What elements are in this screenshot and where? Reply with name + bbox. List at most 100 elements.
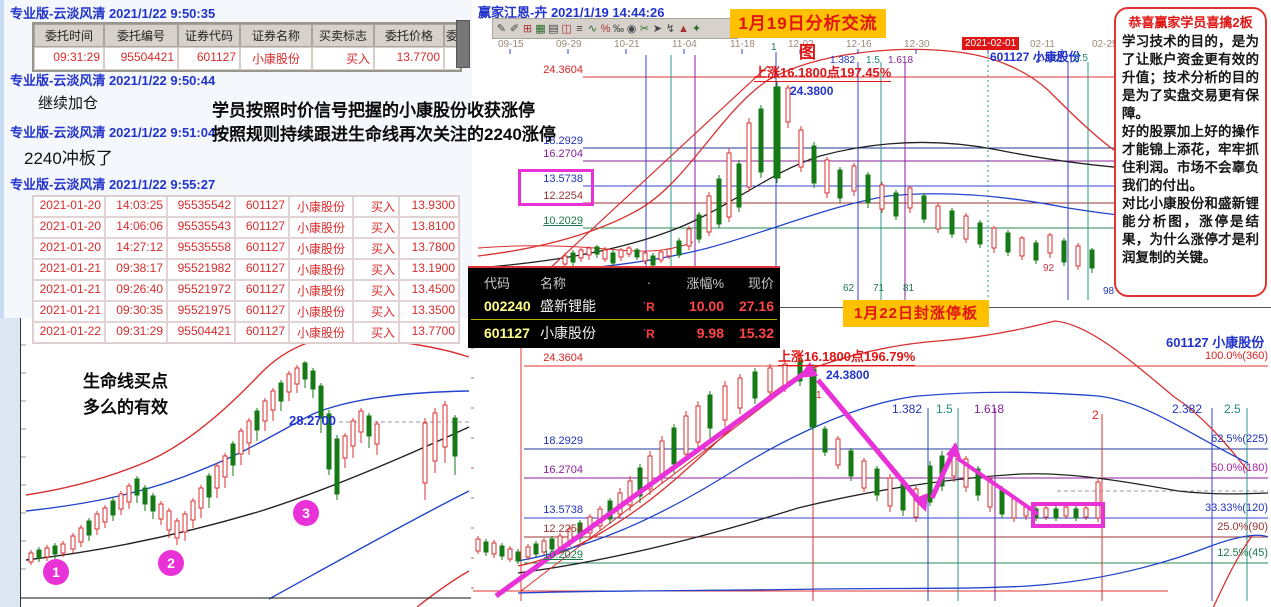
price-annotation: 28.2700 — [289, 413, 336, 428]
table-scrollbar[interactable] — [456, 20, 470, 68]
date-axis-label-highlight: 2021-02-01 — [962, 37, 1020, 50]
quote-row-002240[interactable]: 002240 盛新锂能 ·R 10.00 27.16 — [468, 294, 780, 318]
order-cell: 14:27:12 — [105, 238, 167, 259]
order-cell: 买入 — [312, 47, 374, 70]
stock-code: 601127 — [484, 325, 530, 341]
col-header: 证券代码 — [178, 24, 240, 47]
col-header: 涨幅% — [686, 275, 724, 291]
order-cell: 买入 — [353, 280, 399, 301]
bollinger-curves — [477, 48, 1197, 277]
note-paragraph: 学习技术的目的，是为了让账户资金更有效的升值；技术分析的目的是为了实盘交易更有保… — [1122, 34, 1259, 121]
price-axis-label: 13.5738 — [543, 504, 583, 516]
fib-label: 1.382 — [892, 402, 923, 416]
fib-label: 1.5 — [866, 55, 880, 66]
grid-icon[interactable]: ⊞ — [522, 23, 533, 35]
peak-price-annotation: 24.3800 — [790, 84, 834, 98]
triangle-tool-icon[interactable]: ▲ — [678, 22, 689, 35]
col-header: 代码 — [484, 275, 511, 291]
date-axis-label: 12-02 — [788, 39, 814, 50]
congrats-note-box: 恭喜赢家学员喜擒2板 学习技术的目的，是为了让账户资金更有效的升值；技术分析的目… — [1114, 7, 1267, 297]
stock-name: 盛新锂能 — [540, 298, 596, 314]
cut-tool-icon[interactable]: ✂ — [639, 23, 650, 35]
order-cell: 买入 — [353, 259, 399, 280]
draw-pencil-icon[interactable]: ✎ — [496, 23, 507, 35]
order-cell: 小康股份 — [289, 217, 353, 238]
lifeline-note-line1: 生命线买点 — [83, 372, 168, 391]
price-axis-label: 12.2254 — [543, 190, 583, 202]
panel-icon[interactable]: ▤ — [548, 23, 559, 35]
order-cell: 13.3500 — [399, 301, 459, 322]
lines-icon[interactable]: ≡ — [576, 22, 583, 35]
pct-axis-label: 62.5%(225) — [1211, 433, 1268, 445]
target-tool-icon[interactable]: ◉ — [626, 23, 637, 35]
fib-label: 2.5 — [1224, 402, 1241, 416]
price-axis-label: 16.2704 — [543, 464, 583, 476]
pct-axis-label: 50.0%(180) — [1211, 462, 1268, 474]
quote-row-601127[interactable]: 601127 小康股份 ·R 9.98 15.32 — [468, 321, 780, 345]
order-cell: 2021-01-20 — [33, 217, 105, 238]
bar-count-number: 62 — [843, 283, 855, 294]
order-cell: 601127 — [235, 280, 289, 301]
order-cell: 小康股份 — [289, 238, 353, 259]
rise-annotation: 上涨16.1800点196.79% — [778, 346, 916, 366]
pct-axis-label: 100.0%(360) — [1205, 350, 1268, 362]
price-axis-label: 18.2929 — [543, 435, 583, 447]
lithium-stock-chart-panel: 002240 盛新锂能 生命线买点 多么的有效 28.2700 1 2 3 — [20, 315, 471, 607]
order-cell: 95521982 — [167, 259, 235, 280]
bottom-right-stock-label: 601127 小康股份 — [1166, 335, 1265, 350]
price-axis-label: 18.2929 — [543, 135, 583, 147]
order-cell: 601127 — [235, 238, 289, 259]
order-cell: 601127 — [235, 259, 289, 280]
star-tool-icon[interactable]: ✦ — [691, 23, 702, 35]
price-axis-label: 24.3604 — [543, 352, 583, 364]
order-cell: 09:31:29 — [34, 47, 104, 70]
note-title: 恭喜赢家学员喜擒2板 — [1128, 15, 1253, 30]
date-axis-label: 10-21 — [614, 39, 640, 50]
date-axis-label: 11-04 — [672, 39, 697, 50]
gann-vertical-lines — [520, 332, 1248, 601]
order-cell: 2021-01-20 — [33, 238, 105, 259]
buy-point-marker-1: 1 — [43, 559, 69, 585]
percent-tool-icon[interactable]: % — [600, 22, 611, 35]
chat-message-header: 专业版-云淡风清 2021/1/22 9:50:35 — [10, 6, 216, 21]
flash-tool-icon[interactable]: ↯ — [665, 23, 676, 35]
pct-axis-label: 25.0%(90) — [1217, 521, 1268, 533]
date-axis-label: 09-15 — [498, 39, 524, 50]
draw-pen-icon[interactable]: ✐ — [509, 23, 520, 35]
order-cell: 601127 — [235, 196, 289, 217]
chat-message-header: 专业版-云淡风清 2021/1/22 9:51:04 — [10, 125, 216, 140]
bar-count-number: 92 — [1043, 263, 1055, 274]
permille-tool-icon[interactable]: ‰ — [613, 22, 624, 35]
buy-point-marker-3: 3 — [293, 500, 319, 526]
quote-header-row: 代码 名称 · 涨幅% 现价 — [468, 270, 780, 294]
order-cell: 601127 — [178, 47, 240, 70]
top-chart-canvas — [477, 48, 1197, 300]
gann-horizontal-lines — [473, 365, 1268, 592]
order-cell: 13.7800 — [399, 238, 459, 259]
order-cell: 小康股份 — [289, 259, 353, 280]
quote-table: 代码 名称 · 涨幅% 现价 002240 盛新锂能 ·R 10.00 27.1… — [468, 266, 780, 348]
split-view-icon[interactable]: ◫ — [561, 23, 572, 35]
fib-label: 2 — [1092, 408, 1099, 422]
teacher-annotation-line2: 按照规则持续跟进生命线再次关注的2240涨停 — [212, 125, 556, 144]
order-cell: 13.8100 — [399, 217, 459, 238]
order-cell: 13.7700 — [374, 47, 444, 70]
margin-dot-icon: · — [643, 298, 647, 308]
gann-grid-icon[interactable]: ▦ — [535, 23, 546, 35]
peak-price-annotation: 24.3800 — [826, 368, 870, 382]
candles-red — [28, 365, 448, 565]
arrow-tool-icon[interactable]: ➤ — [652, 23, 663, 35]
fib-label: 2.5 — [1074, 53, 1088, 64]
price-axis-label: 10.2029 — [543, 215, 583, 227]
change-percent: 10.00 — [688, 298, 724, 314]
left-axis-ticks — [468, 347, 474, 589]
pct-axis-label: 12.5%(45) — [1217, 547, 1268, 559]
order-cell: 601127 — [235, 301, 289, 322]
order-cell: 13.4500 — [399, 280, 459, 301]
fib-label: 2.382 — [1172, 402, 1203, 416]
chat-message: 继续加仓 — [38, 95, 99, 112]
wave-tool-icon[interactable]: ∿ — [587, 23, 598, 35]
fib-label: 2.382 — [1036, 53, 1062, 64]
order-cell: 买入 — [353, 217, 399, 238]
order-cell: 14:03:25 — [105, 196, 167, 217]
